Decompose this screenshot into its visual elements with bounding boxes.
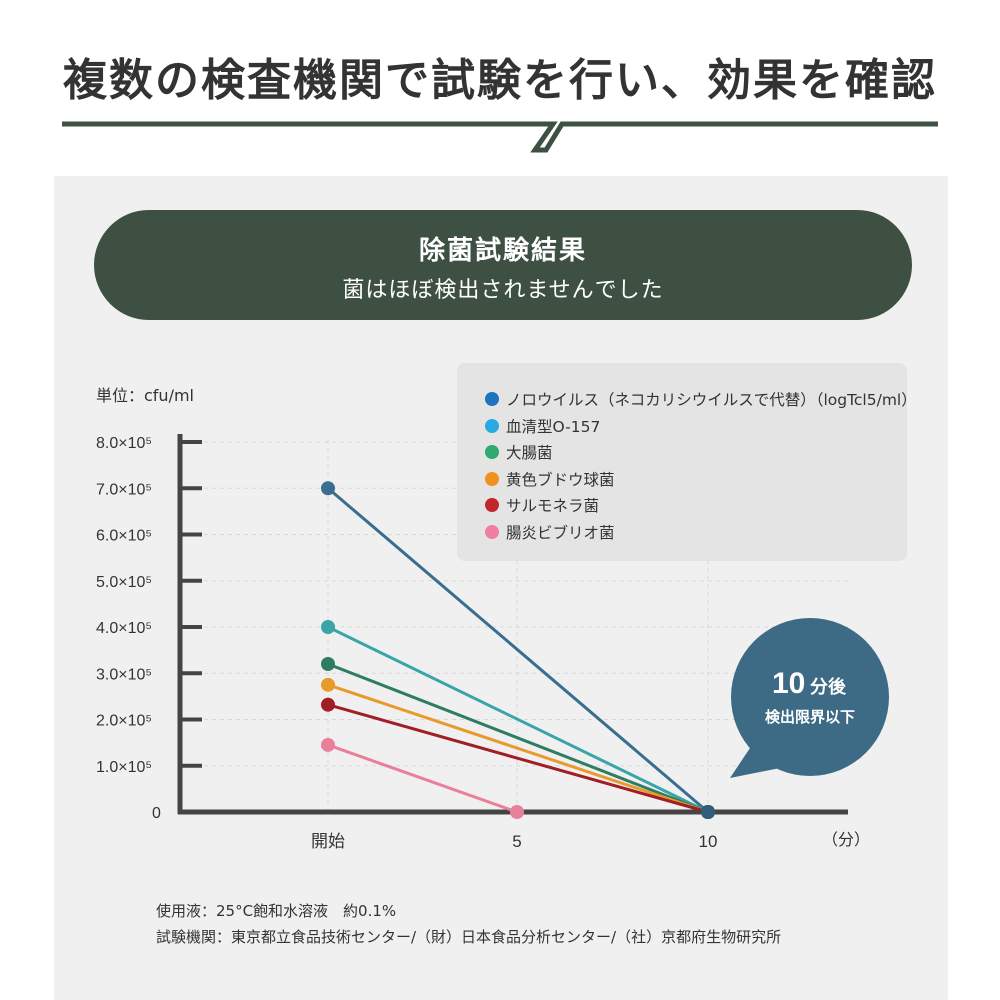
callout-circle (731, 618, 889, 776)
legend-label: サルモネラ菌 (506, 497, 600, 515)
series-point (701, 805, 715, 819)
callout-tail (730, 745, 790, 778)
series-point (321, 657, 335, 671)
series-point (321, 481, 335, 496)
series-line (327, 662, 709, 814)
legend-item: 腸炎ビブリオ菌 (485, 520, 615, 544)
series-line (327, 743, 518, 814)
x-unit-label: （分） (822, 831, 870, 849)
x-tick-label: 開始 (311, 832, 345, 851)
footnote-test-institutions: 試験機関：東京都立食品技術センター/（財）日本食品分析センター/（社）京都府生物… (156, 928, 782, 946)
legend-label: 大腸菌 (506, 444, 553, 462)
y-tick-label: 2.0×10⁵ (96, 713, 152, 730)
banner-subtitle: 菌はほぼ検出されませんでした (342, 278, 664, 303)
legend-label: 血清型O-157 (506, 417, 601, 436)
legend-swatch (485, 392, 499, 406)
footnotes: 使用液：25°C飽和水溶液 約0.1% 試験機関：東京都立食品技術センター/（財… (156, 898, 781, 950)
chart-legend: ノロウイルス（ネコカリシウイルスで代替）（logTcl5/ml） 血清型O-157… (457, 363, 917, 561)
series-point (321, 737, 335, 752)
x-tick-label: 10 (699, 832, 718, 851)
callout-bubble: 10 分後 検出限界以下 (730, 618, 889, 778)
legend-label: 黄色ブドウ球菌 (506, 470, 615, 489)
y-tick-label: 6.0×10⁵ (96, 528, 152, 545)
footnote-solution: 使用液：25°C飽和水溶液 約0.1% (156, 902, 397, 920)
banner-title: 除菌試験結果 (418, 236, 587, 266)
series-point (321, 620, 335, 634)
legend-swatch (485, 498, 499, 512)
series-point (510, 805, 524, 819)
y-tick-label: 5.0×10⁵ (96, 574, 152, 591)
y-tick-label: 3.0×10⁵ (96, 666, 152, 683)
headline-underline (62, 121, 938, 153)
legend-label: ノロウイルス（ネコカリシウイルスで代替）（logTcl5/ml） (506, 391, 917, 409)
legend-swatch (485, 445, 499, 459)
callout-detection-limit: 検出限界以下 (765, 708, 855, 726)
series-point (321, 677, 335, 692)
callout-minutes-suffix: 分後 (810, 676, 847, 697)
legend-item: 黄色ブドウ球菌 (485, 467, 615, 491)
y-tick-label: 1.0×10⁵ (96, 759, 152, 776)
unit-label: 単位：cfu/ml (96, 386, 194, 405)
y-tick-label: 4.0×10⁵ (96, 620, 152, 637)
series-line (327, 625, 709, 814)
legend-item: サルモネラ菌 (485, 493, 599, 517)
results-banner: 除菌試験結果 菌はほぼ検出されませんでした (94, 210, 912, 320)
series-line (327, 703, 709, 814)
y-tick-label: 7.0×10⁵ (96, 481, 152, 498)
page-headline: 複数の検査機関で試験を行い、効果を確認 (63, 55, 937, 106)
legend-swatch (485, 524, 499, 539)
legend-label: 腸炎ビブリオ菌 (506, 523, 615, 542)
y-tick-label: 0 (152, 805, 161, 822)
series-line (327, 683, 709, 814)
x-tick-label: 5 (512, 832, 521, 851)
series-point (321, 697, 335, 712)
callout-minutes: 10 (772, 667, 805, 700)
legend-swatch (485, 418, 499, 433)
legend-swatch (485, 471, 499, 486)
y-tick-label: 8.0×10⁵ (96, 435, 152, 452)
legend-item: 血清型O-157 (485, 414, 600, 438)
legend-item: ノロウイルス（ネコカリシウイルスで代替）（logTcl5/ml） (485, 387, 917, 411)
series-line (327, 487, 709, 814)
legend-item: 大腸菌 (485, 440, 553, 464)
